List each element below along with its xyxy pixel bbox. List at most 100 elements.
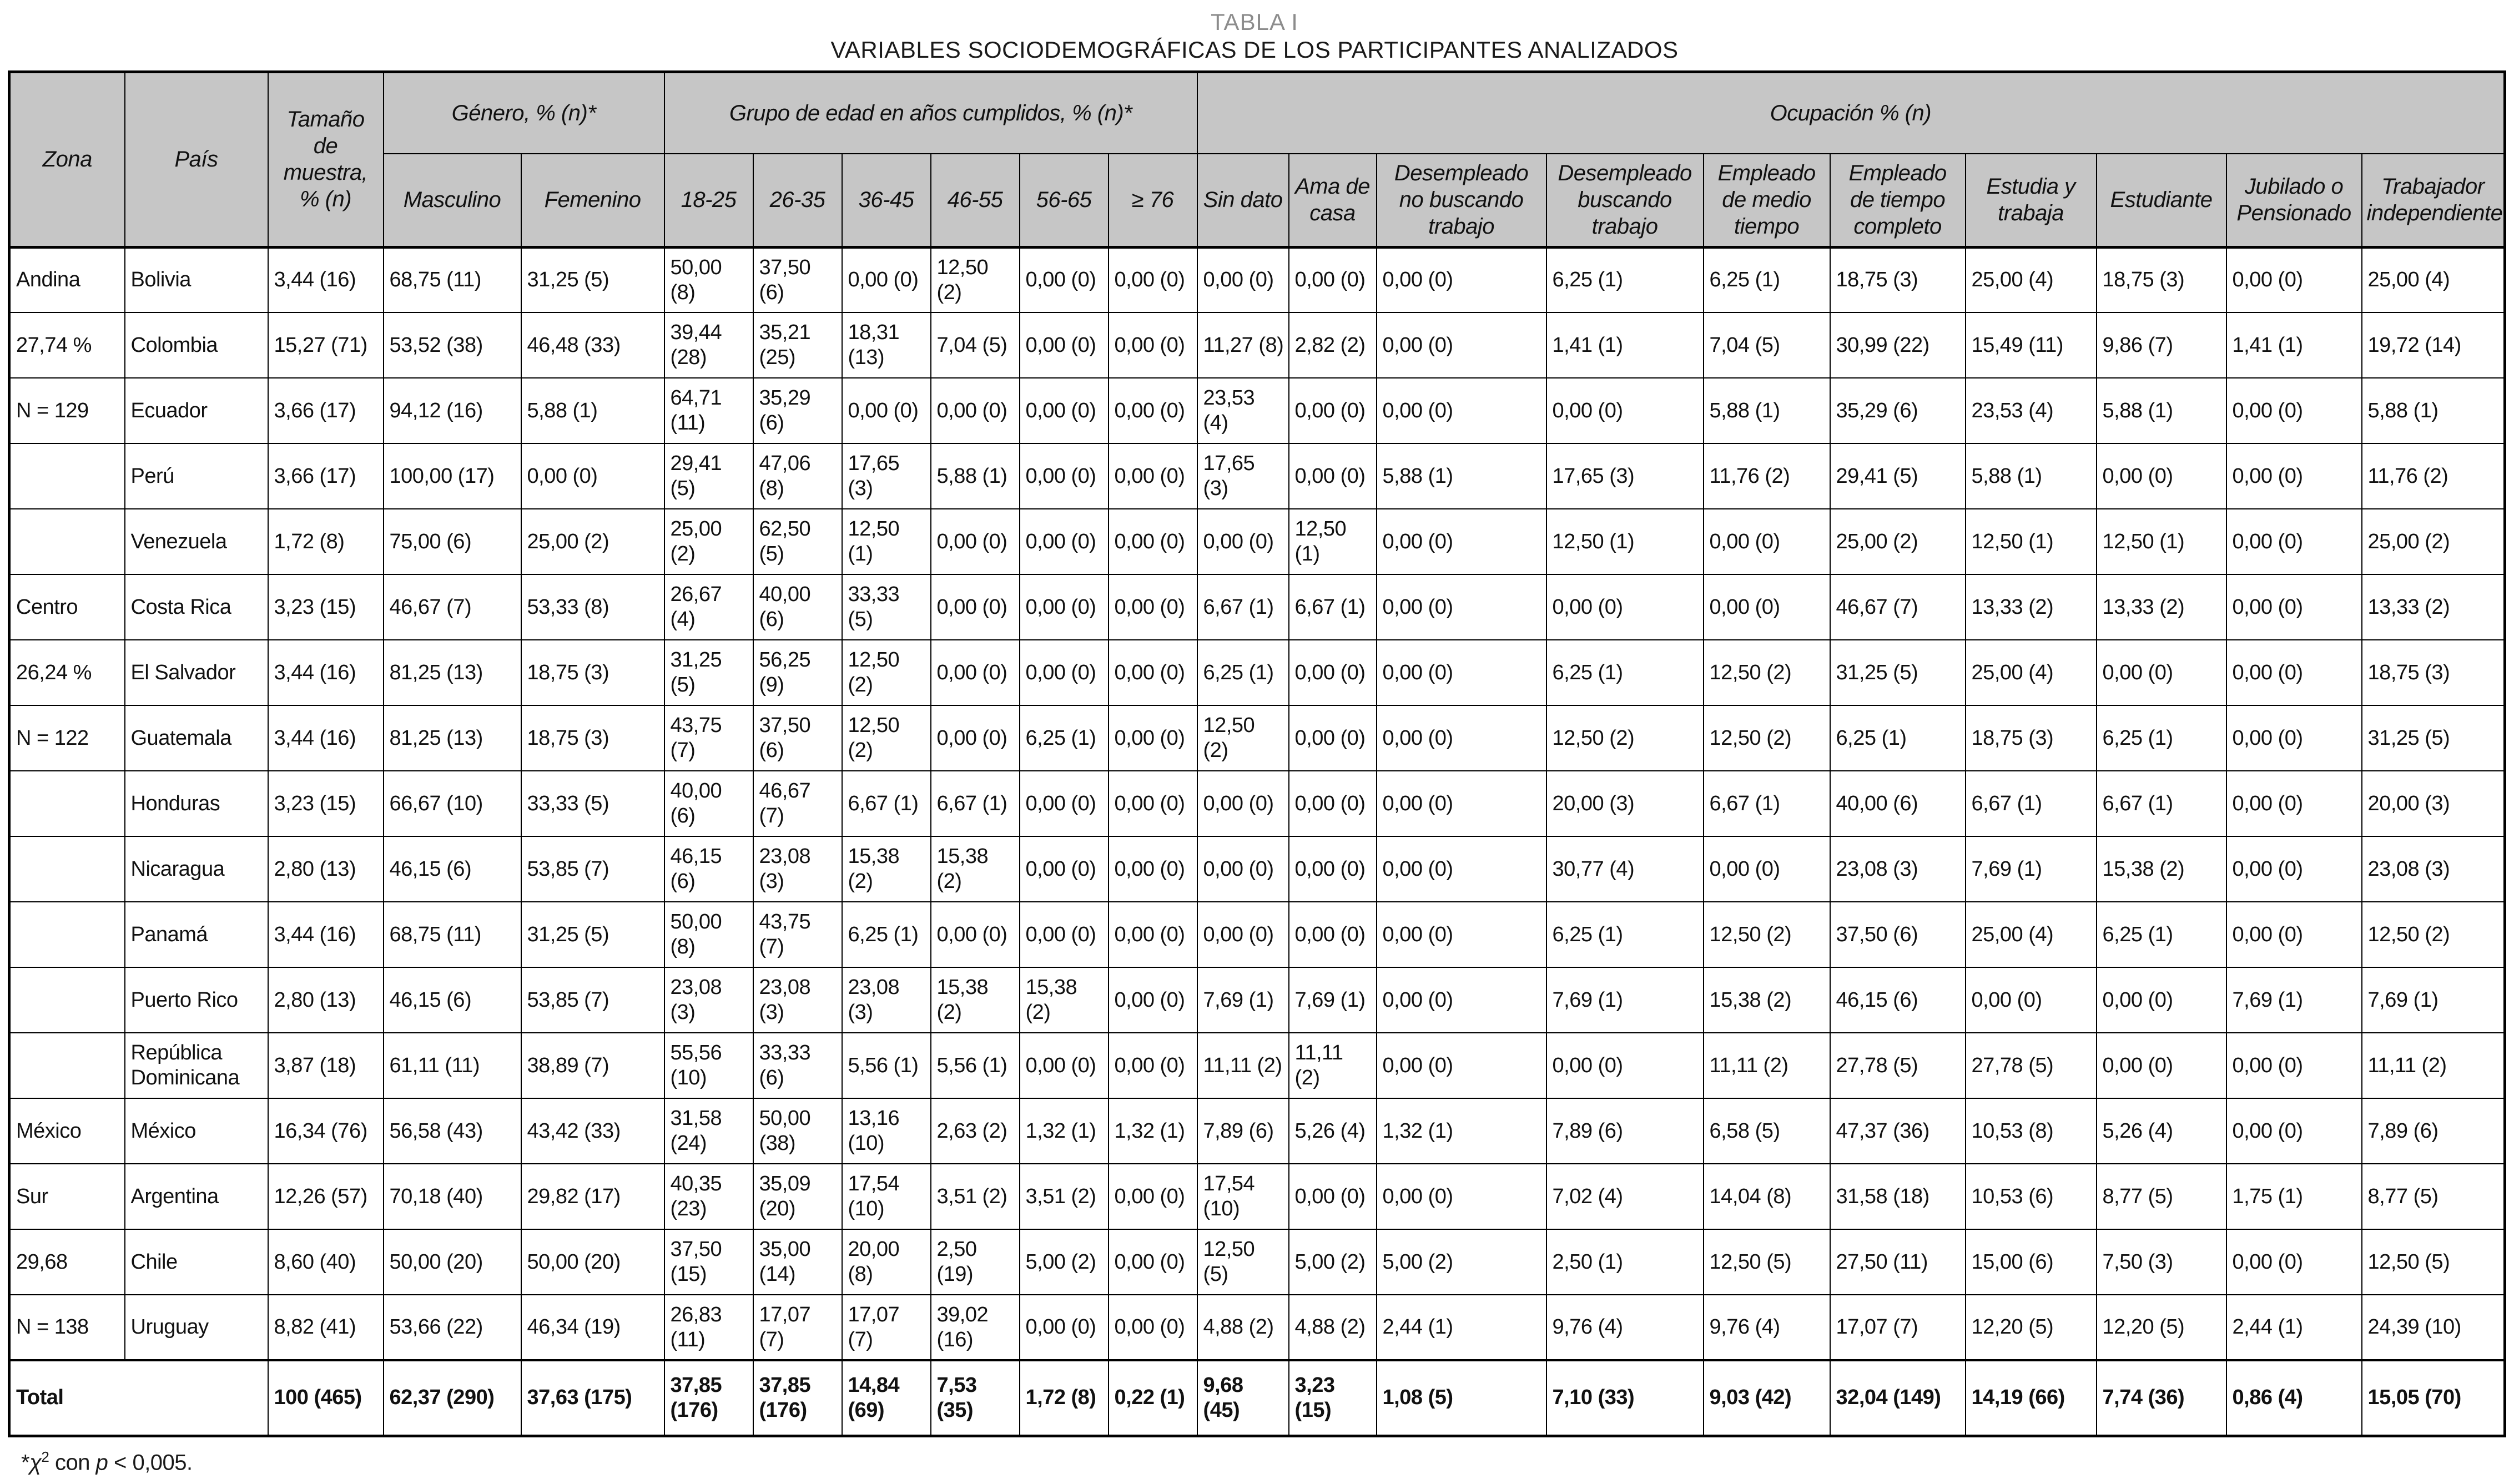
value-cell: 25,00 (4) — [1964, 901, 2097, 968]
value-cell: 14,04 (8) — [1702, 1163, 1831, 1230]
country-cell: México — [124, 1098, 269, 1165]
header-ama-de-casa: Ama de casa — [1288, 153, 1377, 248]
chi-exponent: 2 — [41, 1448, 49, 1465]
value-cell: 94,12 (16) — [382, 377, 522, 445]
value-cell: 0,00 (0) — [1196, 246, 1289, 314]
value-cell: 4,88 (2) — [1288, 1294, 1377, 1361]
total-value-cell: 14,19 (66) — [1964, 1360, 2097, 1437]
value-cell: 43,42 (33) — [520, 1098, 665, 1165]
value-cell: 50,00 (8) — [663, 901, 754, 968]
value-cell: 0,00 (0) — [1376, 377, 1547, 445]
value-cell: 0,00 (0) — [1019, 508, 1109, 576]
value-cell: 5,88 (1) — [1376, 443, 1547, 510]
value-cell: 18,75 (3) — [2361, 639, 2506, 706]
value-cell: 6,25 (1) — [2095, 901, 2227, 968]
total-value-cell: 32,04 (149) — [1829, 1360, 1966, 1437]
value-cell: 0,00 (0) — [1107, 574, 1198, 641]
value-cell: 0,00 (0) — [2225, 901, 2362, 968]
value-cell: 35,00 (14) — [752, 1229, 843, 1296]
value-cell: 18,75 (3) — [1964, 705, 2097, 772]
value-cell: 8,82 (41) — [267, 1294, 384, 1361]
value-cell: 5,00 (2) — [1376, 1229, 1547, 1296]
value-cell: 0,00 (0) — [2225, 1098, 2362, 1165]
value-cell: 0,00 (0) — [1107, 639, 1198, 706]
table-row: N = 138 Uruguay 8,82 (41) 53,66 (22) 46,34 (… — [8, 1294, 2506, 1361]
value-cell: 11,76 (2) — [1702, 443, 1831, 510]
value-cell: 0,00 (0) — [1019, 246, 1109, 314]
value-cell: 24,39 (10) — [2361, 1294, 2506, 1361]
value-cell: 3,51 (2) — [930, 1163, 1020, 1230]
value-cell: 29,41 (5) — [663, 443, 754, 510]
value-cell: 25,00 (2) — [1829, 508, 1966, 576]
value-cell: 0,00 (0) — [1702, 508, 1831, 576]
value-cell: 23,53 (4) — [1964, 377, 2097, 445]
value-cell: 0,00 (0) — [2225, 443, 2362, 510]
header-trabajador-independiente: Trabajador independiente — [2361, 153, 2506, 248]
country-cell: Chile — [124, 1229, 269, 1296]
value-cell: 6,25 (1) — [841, 901, 931, 968]
value-cell: 0,00 (0) — [2095, 639, 2227, 706]
value-cell: 10,53 (6) — [1964, 1163, 2097, 1230]
header-age-36-45: 36-45 — [841, 153, 931, 248]
total-value-cell: 3,23 (15) — [1288, 1360, 1377, 1437]
value-cell: 6,67 (1) — [2095, 770, 2227, 837]
value-cell: 3,23 (15) — [267, 574, 384, 641]
value-cell: 6,67 (1) — [930, 770, 1020, 837]
value-cell: 55,56 (10) — [663, 1032, 754, 1099]
value-cell: 70,18 (40) — [382, 1163, 522, 1230]
value-cell: 56,25 (9) — [752, 639, 843, 706]
value-cell: 0,00 (0) — [1545, 574, 1704, 641]
value-cell: 6,67 (1) — [841, 770, 931, 837]
value-cell: 7,69 (1) — [1196, 967, 1289, 1034]
zone-cell: Sur — [8, 1163, 125, 1230]
value-cell: 17,65 (3) — [1196, 443, 1289, 510]
value-cell: 17,07 (7) — [752, 1294, 843, 1361]
value-cell: 12,26 (57) — [267, 1163, 384, 1230]
value-cell: 5,26 (4) — [1288, 1098, 1377, 1165]
total-value-cell: 7,74 (36) — [2095, 1360, 2227, 1437]
value-cell: 0,00 (0) — [1288, 443, 1377, 510]
value-cell: 46,67 (7) — [382, 574, 522, 641]
country-cell: Ecuador — [124, 377, 269, 445]
table-row: 29,68 Chile 8,60 (40) 50,00 (20) 50,00 (20) 3… — [8, 1229, 2506, 1296]
value-cell: 50,00 (20) — [520, 1229, 665, 1296]
value-cell: 6,25 (1) — [1545, 246, 1704, 314]
value-cell: 27,78 (5) — [1964, 1032, 2097, 1099]
value-cell: 3,66 (17) — [267, 377, 384, 445]
value-cell: 23,08 (3) — [1829, 836, 1966, 903]
value-cell: 11,76 (2) — [2361, 443, 2506, 510]
country-cell: Perú — [124, 443, 269, 510]
table-row: Honduras 3,23 (15) 66,67 (10) 33,33 (5) 40,0… — [8, 770, 2506, 837]
value-cell: 46,15 (6) — [382, 836, 522, 903]
table-number-title: TABLA I — [1211, 9, 1298, 35]
value-cell: 0,00 (0) — [1288, 377, 1377, 445]
value-cell: 2,80 (13) — [267, 836, 384, 903]
value-cell: 0,00 (0) — [930, 508, 1020, 576]
footnote-post: < 0,005. — [108, 1450, 193, 1475]
value-cell: 0,00 (0) — [1196, 836, 1289, 903]
value-cell: 38,89 (7) — [520, 1032, 665, 1099]
total-value-cell: 15,05 (70) — [2361, 1360, 2506, 1437]
value-cell: 7,69 (1) — [1545, 967, 1704, 1034]
value-cell: 2,50 (19) — [930, 1229, 1020, 1296]
value-cell: 46,67 (7) — [752, 770, 843, 837]
header-estudia-y-trabaja: Estudia y trabaja — [1964, 153, 2097, 248]
value-cell: 0,00 (0) — [1196, 901, 1289, 968]
value-cell: 37,50 (6) — [752, 705, 843, 772]
header-age-56-65: 56-65 — [1019, 153, 1109, 248]
value-cell: 2,44 (1) — [1376, 1294, 1547, 1361]
value-cell: 11,11 (2) — [1196, 1032, 1289, 1099]
zone-cell: N = 138 — [8, 1294, 125, 1361]
value-cell: 68,75 (11) — [382, 901, 522, 968]
value-cell: 0,00 (0) — [1376, 901, 1547, 968]
value-cell: 18,31 (13) — [841, 312, 931, 379]
value-cell: 23,08 (3) — [752, 967, 843, 1034]
header-zona: Zona — [8, 71, 125, 248]
value-cell: 20,00 (8) — [841, 1229, 931, 1296]
value-cell: 1,32 (1) — [1107, 1098, 1198, 1165]
country-cell: Panamá — [124, 901, 269, 968]
value-cell: 46,34 (19) — [520, 1294, 665, 1361]
value-cell: 0,00 (0) — [1019, 770, 1109, 837]
value-cell: 81,25 (13) — [382, 639, 522, 706]
value-cell: 17,07 (7) — [841, 1294, 931, 1361]
